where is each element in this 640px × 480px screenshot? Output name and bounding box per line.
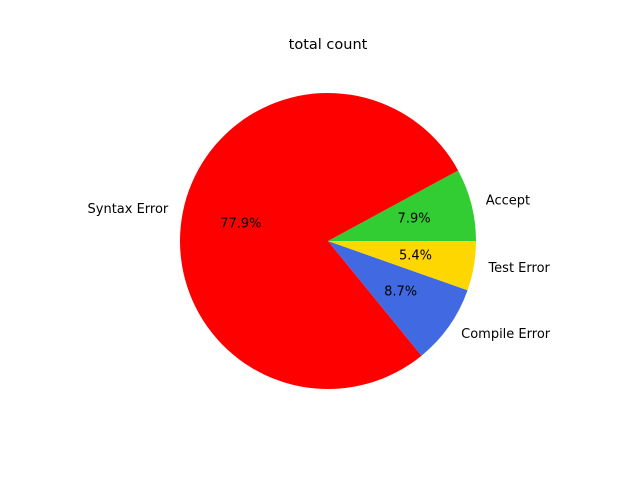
slice-label-accept: Accept (486, 193, 530, 208)
pie-slice-accept (328, 170, 476, 241)
slice-percent-syntax-error: 77.9% (220, 216, 261, 231)
pie-slice-test-error (328, 241, 476, 291)
chart-title: total count (289, 37, 368, 53)
slice-label-compile-error: Compile Error (461, 327, 551, 342)
labels-layer: Accept 7.9% Syntax Error 77.9% Compile Error… (88, 193, 551, 342)
slice-label-test-error: Test Error (487, 261, 550, 276)
slice-percent-compile-error: 8.7% (384, 285, 417, 300)
slice-label-syntax-error: Syntax Error (88, 202, 169, 217)
pie-slice-compile-error (328, 241, 468, 356)
slice-percent-test-error: 5.4% (399, 249, 432, 264)
pie-slice-syntax-error (180, 92, 459, 389)
slice-percent-accept: 7.9% (398, 212, 431, 227)
slices-layer (180, 92, 476, 389)
